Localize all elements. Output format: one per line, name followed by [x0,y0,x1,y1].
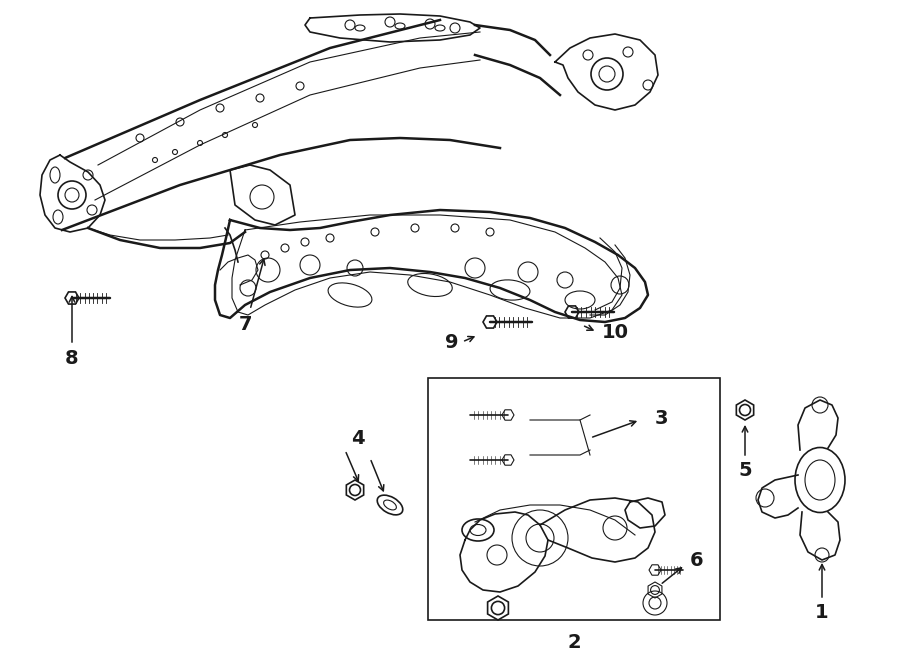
Text: 2: 2 [567,633,580,652]
Text: 7: 7 [238,315,252,334]
Text: 4: 4 [351,428,364,447]
Text: 10: 10 [602,323,629,342]
Text: 6: 6 [690,551,704,570]
Text: 5: 5 [738,461,752,479]
Text: 8: 8 [65,348,79,368]
Bar [428,378,720,620]
Text: 9: 9 [445,332,458,352]
Text: 3: 3 [655,408,669,428]
Text: 1: 1 [815,603,829,623]
